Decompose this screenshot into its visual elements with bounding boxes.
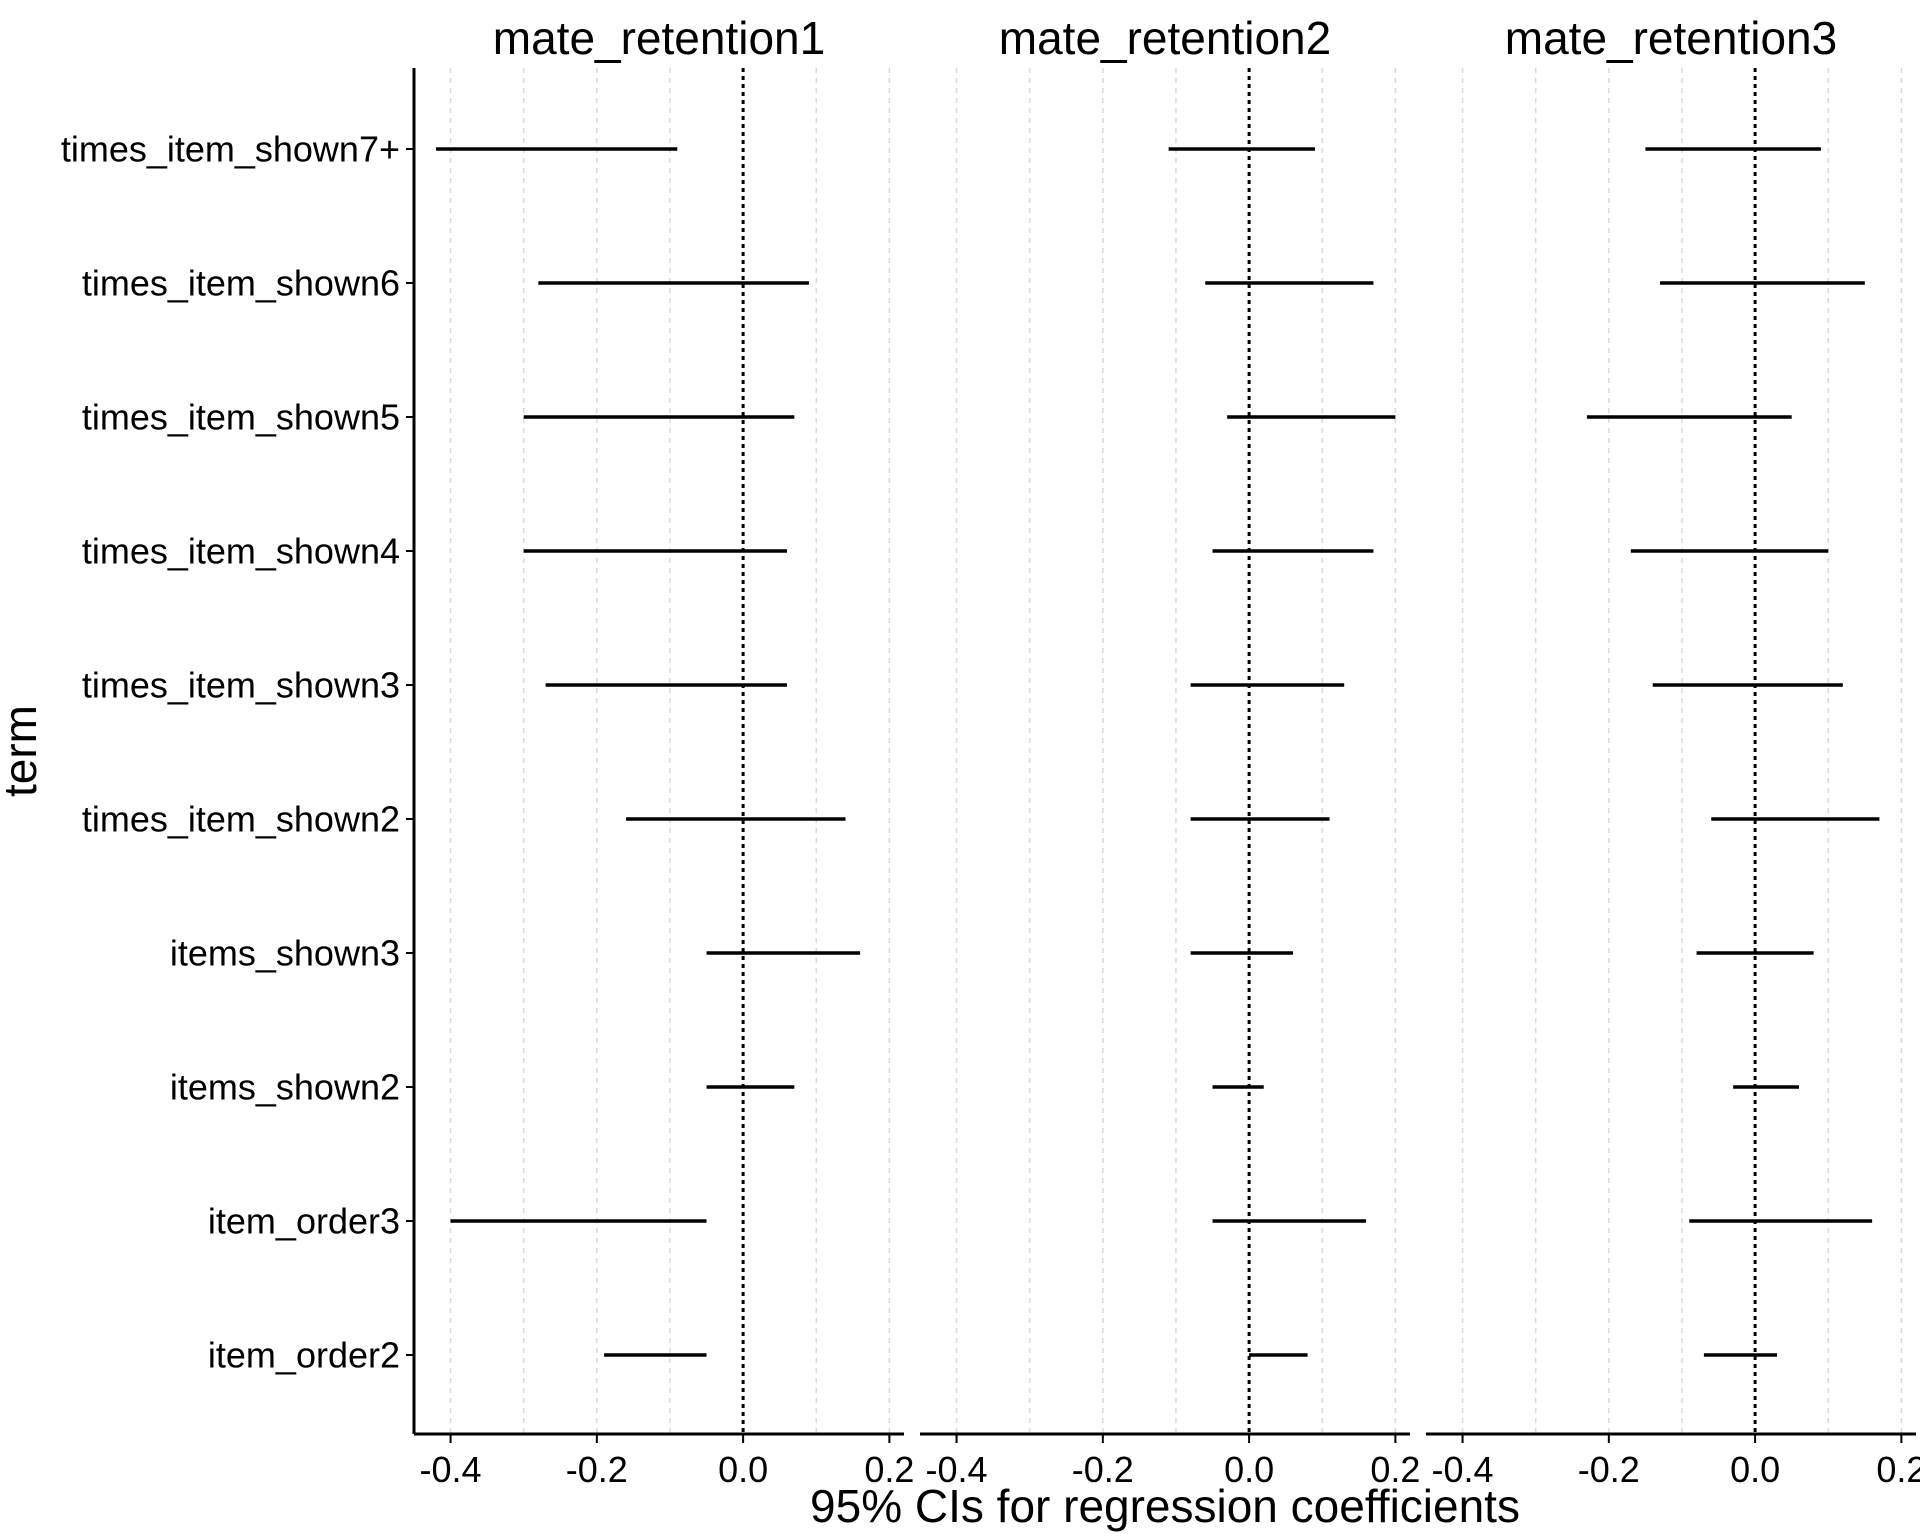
grid-lines [449,68,1903,1434]
y-tick-label: times_item_shown5 [82,397,400,438]
x-tick-label: 0.2 [1876,1449,1920,1490]
facet-title: mate_retention3 [1505,12,1837,64]
facet-title: mate_retention2 [999,12,1331,64]
facet-title: mate_retention1 [493,12,825,64]
x-tick-label: 0.2 [864,1449,914,1490]
x-tick-label: 0.2 [1370,1449,1420,1490]
y-tick-label: items_shown3 [170,933,400,974]
x-tick-label: -0.4 [926,1449,988,1490]
axes [406,68,1916,1443]
x-tick-label: -0.4 [1432,1449,1494,1490]
y-tick-label: items_shown2 [170,1067,400,1108]
x-tick-label: -0.2 [1578,1449,1640,1490]
y-tick-label: item_order3 [208,1201,400,1242]
y-tick-label: times_item_shown6 [82,263,400,304]
x-tick-label: -0.2 [1072,1449,1134,1490]
x-tick-label: -0.4 [420,1449,482,1490]
x-tick-label: 0.0 [718,1449,768,1490]
y-tick-label: item_order2 [208,1335,400,1376]
x-axis-title: 95% CIs for regression coefficients [810,1480,1520,1532]
x-tick-label: 0.0 [1730,1449,1780,1490]
x-tick-label: -0.2 [566,1449,628,1490]
y-tick-label: times_item_shown4 [82,531,400,572]
ci-segments [435,147,1880,1357]
x-tick-label: 0.0 [1224,1449,1274,1490]
y-tick-label: times_item_shown2 [82,799,400,840]
y-axis-title: term [0,705,46,797]
y-tick-label: times_item_shown7+ [61,129,400,170]
reference-lines [741,68,1757,1434]
y-tick-label: times_item_shown3 [82,665,400,706]
labels: times_item_shown7+ times_item_shown6times… [0,12,1920,1532]
